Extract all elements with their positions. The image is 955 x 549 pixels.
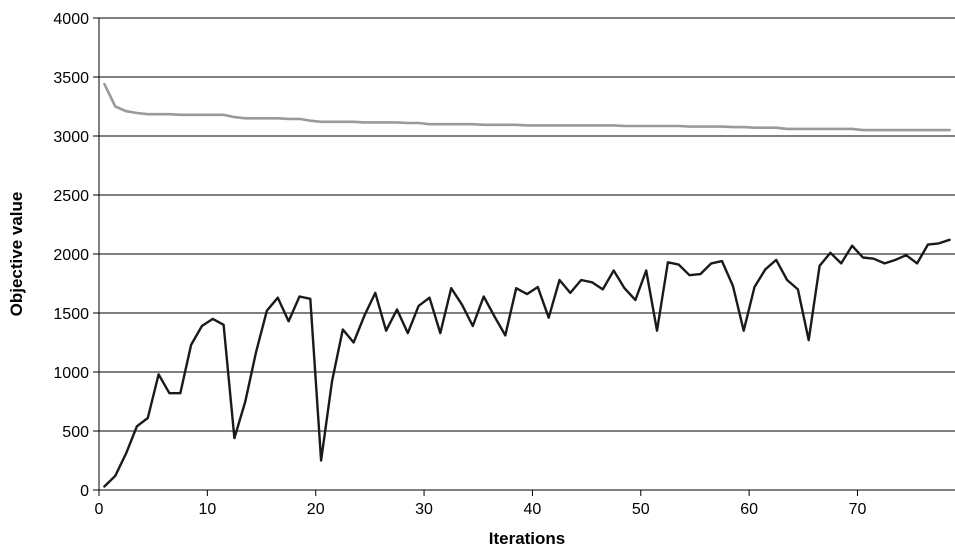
y-tick-label: 3500 xyxy=(53,70,89,87)
y-tick-labels: 0 500 1000 1500 2000 2500 3000 3500 4000 xyxy=(53,11,89,500)
y-tick-label: 3000 xyxy=(53,129,89,146)
series-line-1 xyxy=(103,82,951,132)
y-tick-label: 2500 xyxy=(53,188,89,205)
y-tick-label: 0 xyxy=(80,483,89,500)
x-tick-labels: 0 10 20 30 40 50 60 70 xyxy=(95,501,867,518)
x-tick-label: 50 xyxy=(632,501,650,518)
x-tick-label: 40 xyxy=(524,501,542,518)
x-tick-label: 0 xyxy=(95,501,104,518)
x-axis-title: Iterations xyxy=(489,529,566,548)
series-group xyxy=(103,82,951,488)
y-tick-label: 1000 xyxy=(53,365,89,382)
x-tick-label: 10 xyxy=(198,501,216,518)
y-tick-label: 4000 xyxy=(53,11,89,28)
axes xyxy=(98,18,955,491)
x-tick-label: 60 xyxy=(740,501,758,518)
y-tick-label: 1500 xyxy=(53,306,89,323)
x-tick-label: 30 xyxy=(415,501,433,518)
y-tick-label: 500 xyxy=(62,424,89,441)
x-tick-label: 20 xyxy=(307,501,325,518)
gridlines xyxy=(93,17,955,496)
series-line-2 xyxy=(103,238,951,488)
y-tick-label: 2000 xyxy=(53,247,89,264)
y-axis-title: Objective value xyxy=(7,192,26,317)
x-tick-label: 70 xyxy=(849,501,867,518)
